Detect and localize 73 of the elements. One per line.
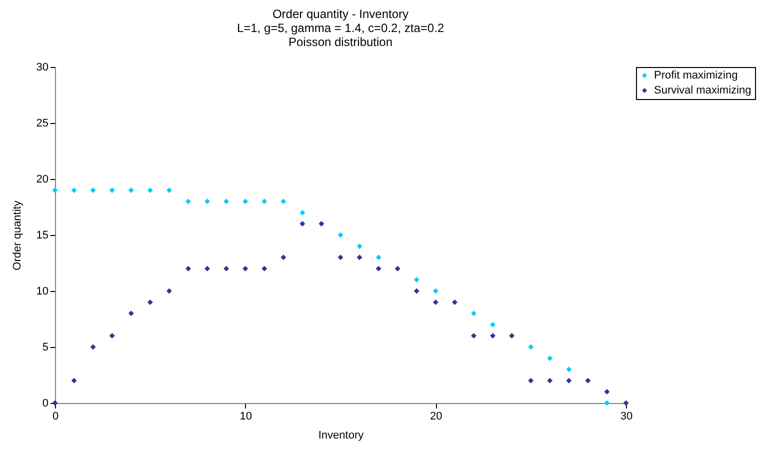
y-tick-label: 25 <box>36 118 48 130</box>
point <box>300 221 306 227</box>
point <box>204 198 210 204</box>
point <box>90 344 96 350</box>
point <box>338 232 344 238</box>
chart-title: Order quantity - Inventory <box>272 7 409 21</box>
point <box>109 187 115 193</box>
point <box>185 198 191 204</box>
point <box>71 378 77 384</box>
point <box>262 266 268 272</box>
x-tick-label: 20 <box>430 410 442 422</box>
legend-label: Survival maximizing <box>654 84 752 96</box>
point <box>547 378 553 384</box>
point <box>71 187 77 193</box>
point <box>185 266 191 272</box>
point <box>585 378 591 384</box>
legend-label: Profit maximizing <box>654 70 738 82</box>
x-tick-label: 30 <box>620 410 633 422</box>
point <box>452 299 458 305</box>
point <box>300 210 306 216</box>
point <box>90 187 96 193</box>
point <box>414 288 420 294</box>
point <box>147 299 153 305</box>
point <box>547 355 553 361</box>
point <box>356 243 362 249</box>
point <box>128 187 134 193</box>
point <box>432 288 438 294</box>
point <box>470 310 476 316</box>
point <box>128 310 134 316</box>
point <box>432 299 438 305</box>
point <box>338 254 344 260</box>
point <box>280 254 286 260</box>
point <box>52 400 58 406</box>
point <box>394 266 400 272</box>
point <box>262 198 268 204</box>
y-tick-label: 15 <box>36 230 48 242</box>
y-tick-label: 5 <box>42 342 48 354</box>
point <box>356 254 362 260</box>
y-tick-label: 20 <box>36 174 48 186</box>
point <box>147 187 153 193</box>
point <box>318 221 324 227</box>
point <box>376 266 382 272</box>
x-tick-label: 0 <box>52 410 59 422</box>
point <box>242 198 248 204</box>
point <box>490 322 496 328</box>
point <box>470 333 476 339</box>
x-axis-title: Inventory <box>318 430 364 442</box>
y-tick-label: 0 <box>42 398 48 410</box>
chart-subtitle: L=1, g=5, gamma = 1.4, c=0.2, zta=0.2 Poisson distribution <box>236 21 444 49</box>
point <box>376 254 382 260</box>
point <box>166 288 172 294</box>
point <box>509 333 515 339</box>
point <box>604 389 610 395</box>
point <box>566 366 572 372</box>
point <box>52 187 58 193</box>
point <box>623 400 629 406</box>
point <box>204 266 210 272</box>
point <box>280 198 286 204</box>
y-tick-label: 10 <box>36 286 48 298</box>
point <box>242 266 248 272</box>
x-tick-label: 10 <box>240 410 252 422</box>
point <box>414 277 420 283</box>
point <box>566 378 572 384</box>
point <box>109 333 115 339</box>
point <box>528 378 534 384</box>
point <box>528 344 534 350</box>
y-tick-label: 30 <box>36 62 48 74</box>
point <box>224 266 230 272</box>
point <box>490 333 496 339</box>
y-axis-title: Order quantity <box>11 200 24 270</box>
point <box>166 187 172 193</box>
point <box>604 400 610 406</box>
point <box>224 198 230 204</box>
